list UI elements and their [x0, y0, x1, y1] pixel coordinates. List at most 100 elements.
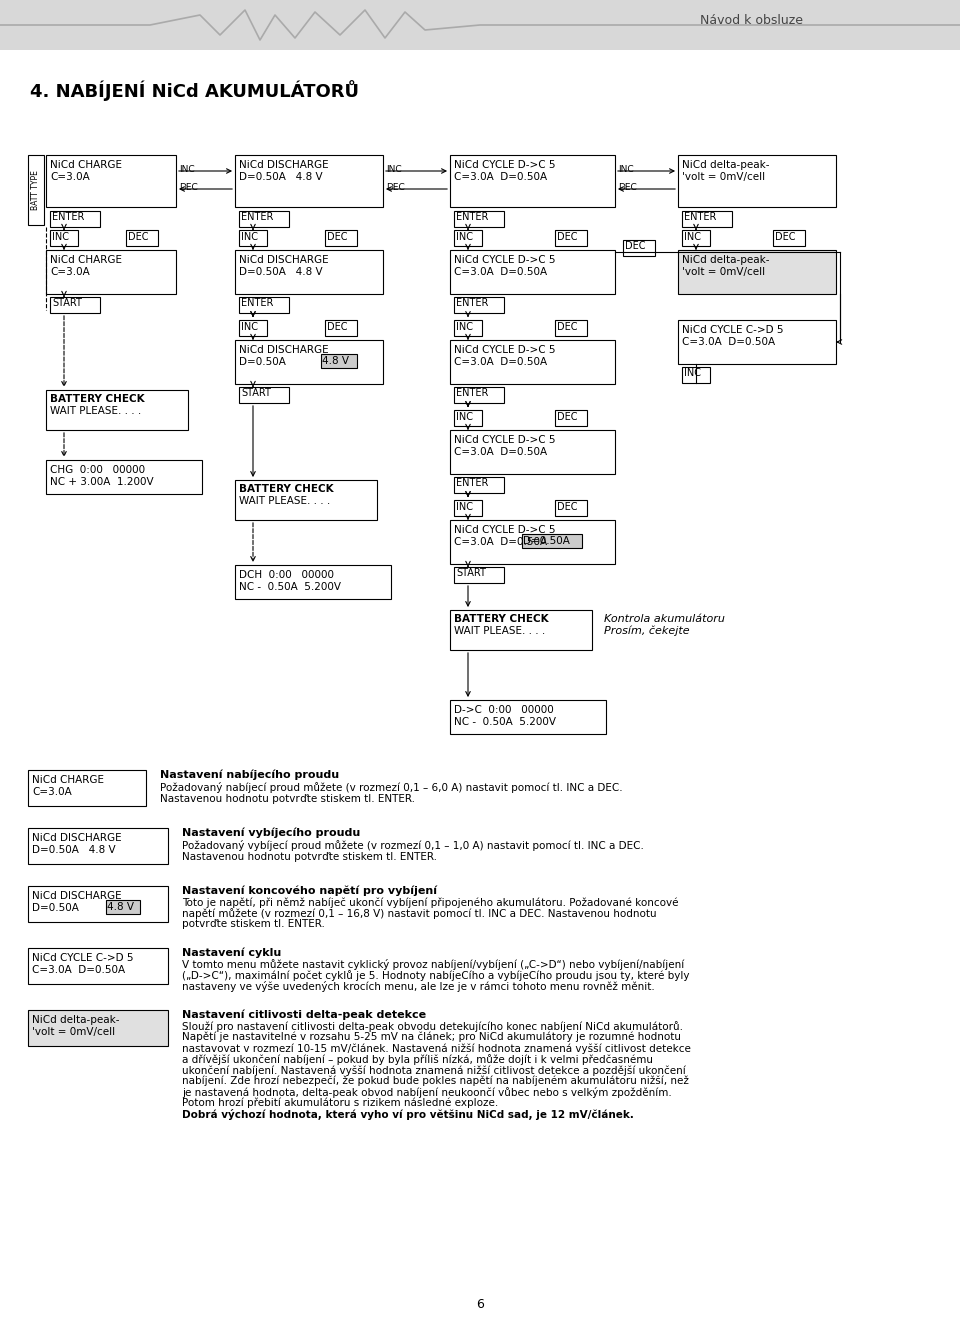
- Text: Nastavení cyklu: Nastavení cyklu: [182, 948, 281, 959]
- Text: START: START: [52, 299, 82, 308]
- Text: NiCd CYCLE D->C 5: NiCd CYCLE D->C 5: [454, 345, 556, 355]
- Bar: [46, 155, 176, 207]
- Text: Potom hrozí přebití akumulátoru s rizikem následné exploze.: Potom hrozí přebití akumulátoru s rizike…: [182, 1098, 498, 1108]
- Text: 'volt = 0mV/cell: 'volt = 0mV/cell: [682, 267, 765, 277]
- Text: Nastavení vybíjecího proudu: Nastavení vybíjecího proudu: [182, 828, 360, 839]
- Text: („D->C“), maximální počet cyklů je 5. Hodnoty nabíjeCího a vybíjeCího proudu jso: („D->C“), maximální počet cyklů je 5. Ho…: [182, 970, 689, 982]
- Text: Dobrá výchozí hodnota, která vyho ví pro většinu NiCd sad, je 12 mV/článek.: Dobrá výchozí hodnota, která vyho ví pro…: [182, 1110, 634, 1120]
- Text: Požadovaný nabíjecí proud můžete (v rozmezí 0,1 – 6,0 A) nastavit pomocí tl. INC: Požadovaný nabíjecí proud můžete (v rozm…: [160, 782, 623, 793]
- Text: nastaveny ve výše uvedených krocích menu, ale lze je v rámci tohoto menu rovněž : nastaveny ve výše uvedených krocích menu…: [182, 982, 655, 992]
- Text: ENTER: ENTER: [684, 211, 716, 222]
- Text: DEC: DEC: [618, 184, 636, 192]
- Text: BATT TYPE: BATT TYPE: [32, 170, 40, 210]
- Text: DEC: DEC: [775, 232, 796, 242]
- Bar: [555, 230, 587, 246]
- Bar: [555, 410, 587, 425]
- Text: napětí můžete (v rozmezí 0,1 – 16,8 V) nastavit pomocí tl. INC a DEC. Nastavenou: napětí můžete (v rozmezí 0,1 – 16,8 V) n…: [182, 908, 657, 919]
- Text: NiCd CHARGE: NiCd CHARGE: [50, 160, 122, 170]
- Bar: [235, 155, 383, 207]
- Bar: [50, 230, 78, 246]
- Text: ENTER: ENTER: [456, 299, 489, 308]
- Bar: [239, 297, 289, 313]
- Bar: [50, 297, 100, 313]
- Text: DEC: DEC: [327, 232, 348, 242]
- Bar: [28, 155, 44, 225]
- Text: D=0.50A: D=0.50A: [523, 536, 570, 546]
- Text: BATTERY CHECK: BATTERY CHECK: [50, 394, 145, 404]
- Text: C=3.0A: C=3.0A: [50, 267, 89, 277]
- Bar: [28, 770, 146, 806]
- Bar: [454, 320, 482, 336]
- Bar: [450, 155, 615, 207]
- Bar: [325, 320, 357, 336]
- Bar: [450, 339, 615, 384]
- Bar: [28, 886, 168, 922]
- Bar: [28, 948, 168, 984]
- Text: Napětí je nastavitelné v rozsahu 5-25 mV na článek; pro NiCd akumulátory je rozu: Napětí je nastavitelné v rozsahu 5-25 mV…: [182, 1032, 681, 1042]
- Text: INC: INC: [684, 232, 701, 242]
- Bar: [450, 700, 606, 734]
- Text: DEC: DEC: [327, 322, 348, 332]
- Text: ENTER: ENTER: [52, 211, 84, 222]
- Text: Slouží pro nastavení citlivosti delta-peak obvodu detekujícího konec nabíjení Ni: Slouží pro nastavení citlivosti delta-pe…: [182, 1021, 683, 1032]
- Text: C=3.0A  D=0.50A: C=3.0A D=0.50A: [454, 267, 547, 277]
- Text: Nastavení citlivosti delta-peak detekce: Nastavení citlivosti delta-peak detekce: [182, 1011, 426, 1021]
- Bar: [235, 339, 383, 384]
- Text: je nastavená hodnota, delta-peak obvod nabíjení neukoončí vůbec nebo s velkým zp: je nastavená hodnota, delta-peak obvod n…: [182, 1087, 672, 1098]
- Text: INC: INC: [52, 232, 69, 242]
- Text: NiCd DISCHARGE: NiCd DISCHARGE: [32, 834, 122, 843]
- Text: DEC: DEC: [557, 412, 578, 421]
- Text: a dřívější ukončení nabíjení – pokud by byla příliš nízká, může dojít i k velmi : a dřívější ukončení nabíjení – pokud by …: [182, 1054, 653, 1065]
- Bar: [682, 367, 710, 383]
- Text: D=0.50A: D=0.50A: [239, 357, 296, 367]
- Bar: [239, 320, 267, 336]
- Bar: [239, 211, 289, 227]
- Text: D=0.50A   4.8 V: D=0.50A 4.8 V: [239, 267, 323, 277]
- Bar: [235, 480, 377, 520]
- Text: C=3.0A: C=3.0A: [50, 172, 89, 182]
- Bar: [46, 250, 176, 295]
- Bar: [454, 387, 504, 403]
- Text: Prosím, čekejte: Prosím, čekejte: [604, 626, 689, 637]
- Bar: [450, 250, 615, 295]
- Text: WAIT PLEASE. . . .: WAIT PLEASE. . . .: [50, 406, 141, 416]
- Text: INC: INC: [456, 322, 473, 332]
- Text: ENTER: ENTER: [456, 388, 489, 398]
- Text: NiCd DISCHARGE: NiCd DISCHARGE: [32, 890, 122, 901]
- Bar: [235, 565, 391, 598]
- Bar: [454, 567, 504, 583]
- Text: NiCd CYCLE C->D 5: NiCd CYCLE C->D 5: [682, 325, 783, 336]
- Bar: [239, 230, 267, 246]
- Text: Toto je napětí, při němž nabíječ ukončí vybíjení připojeného akumulátoru. Požado: Toto je napětí, při němž nabíječ ukončí …: [182, 897, 679, 908]
- Text: DEC: DEC: [557, 322, 578, 332]
- Text: INC: INC: [684, 369, 701, 378]
- Text: 4.8 V: 4.8 V: [322, 355, 349, 366]
- Bar: [450, 520, 615, 564]
- Text: V tomto menu můžete nastavit cyklický provoz nabíjení/vybíjení („C->D“) nebo vyb: V tomto menu můžete nastavit cyklický pr…: [182, 959, 684, 970]
- Text: NiCd CYCLE D->C 5: NiCd CYCLE D->C 5: [454, 255, 556, 266]
- Text: NiCd delta-peak-: NiCd delta-peak-: [682, 160, 770, 170]
- Text: nastavovat v rozmezí 10-15 mV/článek. Nastavená nižší hodnota znamená vyšší citl: nastavovat v rozmezí 10-15 mV/článek. Na…: [182, 1044, 691, 1054]
- Bar: [0, 0, 960, 50]
- Text: DEC: DEC: [557, 232, 578, 242]
- Bar: [678, 250, 836, 295]
- Bar: [106, 900, 140, 914]
- Bar: [454, 297, 504, 313]
- Bar: [239, 387, 289, 403]
- Bar: [454, 230, 482, 246]
- Bar: [454, 477, 504, 493]
- Bar: [623, 240, 655, 256]
- Text: Návod k obsluze: Návod k obsluze: [700, 13, 803, 26]
- Text: D->C  0:00   00000: D->C 0:00 00000: [454, 705, 554, 715]
- Bar: [450, 610, 592, 650]
- Text: BATTERY CHECK: BATTERY CHECK: [454, 614, 548, 624]
- Text: nabíjení. Zde hrozí nebezpečí, že pokud bude pokles napětí na nabíjeném akumulát: nabíjení. Zde hrozí nebezpečí, že pokud …: [182, 1077, 689, 1086]
- Bar: [126, 230, 158, 246]
- Text: INC: INC: [456, 232, 473, 242]
- Bar: [682, 211, 732, 227]
- Text: INC: INC: [241, 232, 258, 242]
- Bar: [454, 501, 482, 517]
- Text: C=3.0A  D=0.50A: C=3.0A D=0.50A: [682, 337, 775, 347]
- Text: NC -  0.50A  5.200V: NC - 0.50A 5.200V: [454, 717, 556, 727]
- Text: C=3.0A: C=3.0A: [32, 787, 72, 797]
